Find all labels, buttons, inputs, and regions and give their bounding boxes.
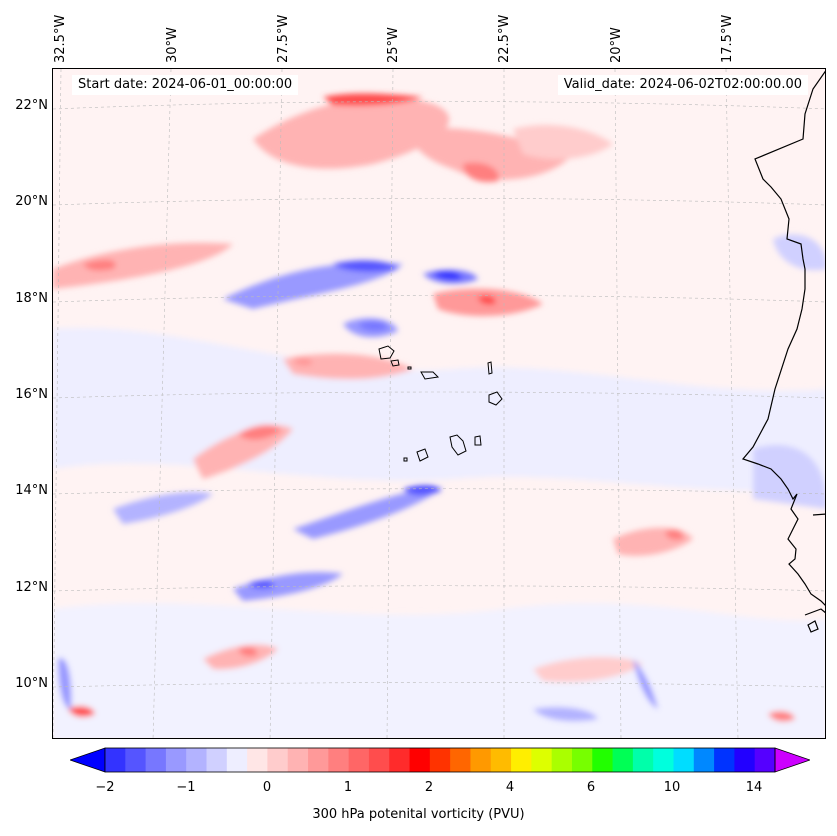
colorbar-segment <box>612 748 634 772</box>
colorbar-tick-label: 2 <box>424 780 434 795</box>
vorticity-field <box>53 69 825 738</box>
colorbar-segment <box>714 748 735 772</box>
lat-label: 20°N <box>15 194 48 209</box>
pv-contours <box>53 93 825 738</box>
african-coastline <box>741 70 825 633</box>
colorbar-segment <box>348 748 370 772</box>
colorbar-segment <box>267 748 289 772</box>
colorbar-segment <box>693 748 715 772</box>
lon-label: 30°W <box>165 27 180 63</box>
colorbar-extend-high <box>774 747 810 773</box>
colorbar-tick-label: 14 <box>745 780 763 795</box>
cape-verde-islands <box>378 345 503 462</box>
colorbar-segment <box>429 748 451 772</box>
lat-label: 16°N <box>15 387 48 402</box>
colorbar-segment <box>571 748 593 772</box>
colorbar-tick-label: −2 <box>95 780 115 795</box>
colorbar-segment <box>308 748 329 772</box>
colorbar-segment <box>287 748 309 772</box>
colorbar-tick-label: 6 <box>586 780 596 795</box>
colorbar-segment <box>673 748 695 772</box>
valid-date-label: Valid_date: 2024-06-02T02:00:00.00 <box>557 75 808 95</box>
colorbar-tick-label: −1 <box>176 780 196 795</box>
colorbar-segment <box>653 748 674 772</box>
colorbar-segment <box>592 748 614 772</box>
colorbar-segment <box>206 748 228 772</box>
colorbar-segment <box>368 748 390 772</box>
lon-label: 17.5°W <box>720 14 735 63</box>
lat-label: 14°N <box>15 483 48 498</box>
colorbar <box>70 747 810 773</box>
lat-label: 22°N <box>15 98 48 113</box>
colorbar-segment <box>389 748 411 772</box>
colorbar-segment <box>450 748 471 772</box>
colorbar-label: 300 hPa potenital vorticity (PVU) <box>312 807 525 822</box>
lat-label: 18°N <box>15 291 48 306</box>
lon-label: 25°W <box>386 27 401 63</box>
colorbar-segment <box>328 748 350 772</box>
gridlines <box>53 69 825 738</box>
colorbar-segment <box>247 748 268 772</box>
lat-label: 10°N <box>15 676 48 691</box>
colorbar-segment <box>490 748 512 772</box>
colorbar-segment <box>125 748 147 772</box>
colorbar-outline <box>104 747 776 773</box>
colorbar-segment <box>531 748 553 772</box>
lon-label: 20°W <box>609 27 624 63</box>
colorbar-segment <box>165 748 187 772</box>
colorbar-tick-label: 1 <box>343 780 353 795</box>
map-panel[interactable]: Start date: 2024-06-01_00:00:00 Valid_da… <box>52 68 826 739</box>
start-date-label: Start date: 2024-06-01_00:00:00 <box>72 75 299 95</box>
colorbar-segment <box>754 748 776 772</box>
colorbar-segment <box>105 748 126 772</box>
colorbar-segment <box>409 748 431 772</box>
colorbar-segment <box>186 748 208 772</box>
colorbar-tick-label: 4 <box>505 780 515 795</box>
colorbar-tick-label: 0 <box>262 780 272 795</box>
colorbar-segment <box>511 748 532 772</box>
lat-label: 12°N <box>15 580 48 595</box>
colorbar-extend-low <box>70 747 106 773</box>
colorbar-segment <box>632 748 654 772</box>
colorbar-tick-label: 10 <box>663 780 681 795</box>
lon-label: 22.5°W <box>497 14 512 63</box>
colorbar-segment <box>551 748 573 772</box>
colorbar-segment <box>145 748 167 772</box>
lon-label: 27.5°W <box>276 14 291 63</box>
colorbar-segment <box>734 748 756 772</box>
colorbar-segment <box>470 748 492 772</box>
lon-label: 32.5°W <box>53 14 68 63</box>
colorbar-segment <box>226 748 248 772</box>
